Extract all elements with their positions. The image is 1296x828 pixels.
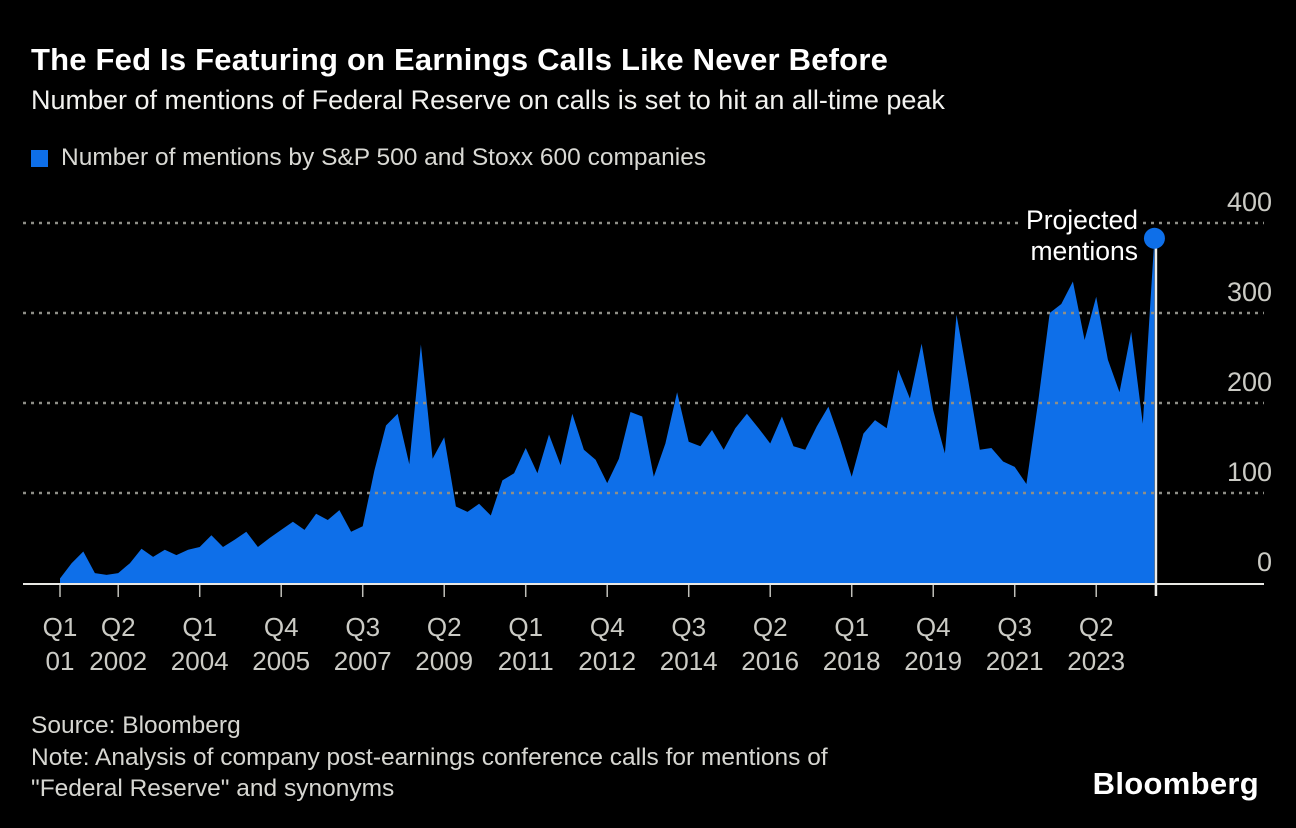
x-axis-label: Q4 2005 <box>252 612 311 676</box>
x-axis-label: Q2 2016 <box>741 612 800 676</box>
legend: Number of mentions by S&P 500 and Stoxx … <box>31 144 706 172</box>
x-axis-label: Q1 01 <box>42 612 78 676</box>
x-axis-label: Q3 2014 <box>659 612 718 676</box>
y-axis-label: 300 <box>1226 277 1272 307</box>
x-axis-label: Q1 2011 <box>497 612 554 676</box>
x-axis-label: Q2 2023 <box>1067 612 1126 676</box>
x-axis-label: Q1 2004 <box>170 612 229 676</box>
x-axis-label: Q1 2018 <box>822 612 881 676</box>
projected-point-dot <box>1143 227 1165 249</box>
x-axis-label: Q2 2002 <box>89 612 148 676</box>
y-axis-label: 0 <box>1256 547 1272 577</box>
x-axis-label: Q4 2012 <box>578 612 637 676</box>
x-axis-label: Q3 2021 <box>985 612 1044 676</box>
annotation-line-2: mentions <box>1030 236 1138 266</box>
page-title: The Fed Is Featuring on Earnings Calls L… <box>31 42 889 77</box>
legend-swatch-icon <box>31 149 48 167</box>
x-axis-label: Q4 2019 <box>904 612 963 676</box>
projected-mentions-annotation: Projected mentions <box>1018 205 1138 267</box>
source-text: Source: Bloomberg <box>31 712 241 739</box>
note-text-line-1: Note: Analysis of company post-earnings … <box>31 744 828 771</box>
x-axis-label: Q2 2009 <box>415 612 474 676</box>
y-axis-label: 200 <box>1226 367 1272 397</box>
y-axis-label: 400 <box>1226 187 1272 217</box>
y-axis-label: 100 <box>1226 457 1272 487</box>
x-axis-label: Q3 2007 <box>333 612 392 676</box>
page-subtitle: Number of mentions of Federal Reserve on… <box>31 85 945 115</box>
note-text-line-2: "Federal Reserve" and synonyms <box>31 775 395 802</box>
annotation-line-1: Projected <box>1026 205 1138 235</box>
legend-label: Number of mentions by S&P 500 and Stoxx … <box>61 144 707 171</box>
bloomberg-logo: Bloomberg <box>1092 766 1259 801</box>
mentions-area-series <box>60 238 1155 584</box>
